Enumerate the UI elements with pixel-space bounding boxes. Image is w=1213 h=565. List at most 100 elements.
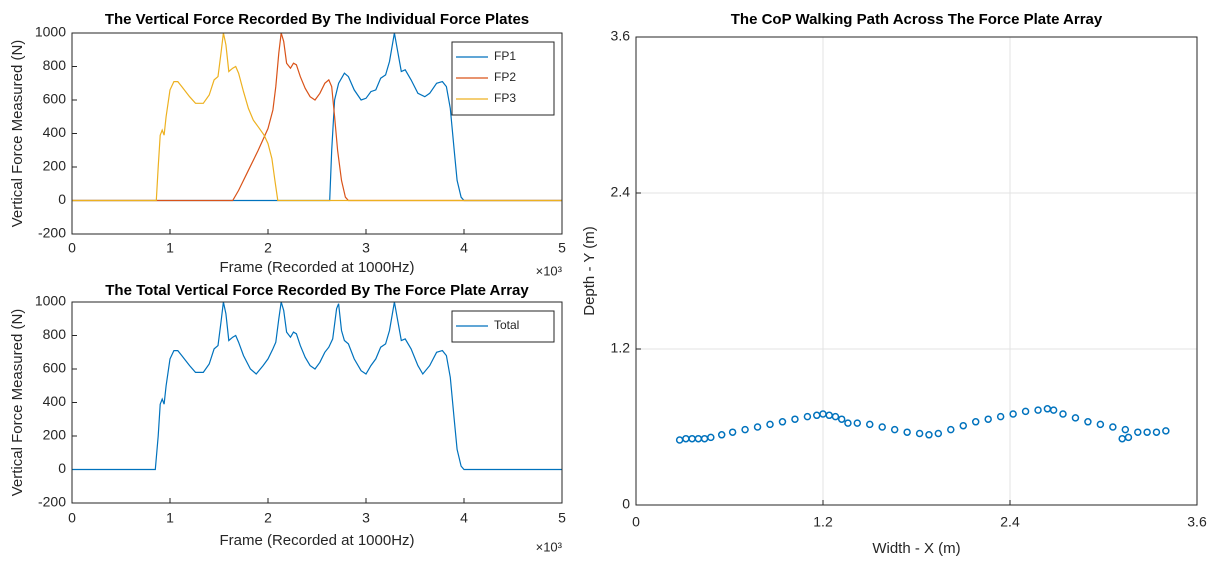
scatter-point: [1124, 433, 1133, 442]
scatter-point: [878, 423, 886, 431]
scatter-point: [1096, 420, 1105, 429]
y-tick-label: 0: [58, 191, 66, 207]
scatter-point: [791, 415, 799, 423]
scatter-point: [1009, 410, 1017, 418]
series-line: [72, 301, 562, 471]
scatter-point: [1071, 414, 1080, 422]
scatter-point: [728, 428, 737, 436]
scatter-point: [971, 418, 980, 426]
x-multiplier: ×10³: [536, 263, 563, 278]
scatter-point: [866, 420, 874, 429]
scatter-point: [890, 425, 899, 434]
x-tick-label: 5: [558, 240, 566, 256]
scatter-point: [1034, 406, 1042, 414]
y-tick-label: 200: [43, 158, 67, 174]
y-axis-label: Depth - Y (m): [581, 226, 598, 315]
y-tick-label: 200: [43, 427, 67, 443]
axes-box: [71, 32, 563, 235]
scatter-point: [753, 423, 762, 431]
x-tick-label: 0: [68, 510, 76, 526]
x-axis-label: Width - X (m): [872, 540, 960, 557]
y-tick-label: 1000: [35, 24, 66, 40]
x-tick-label: 1.2: [813, 514, 833, 530]
scatter-point: [1084, 418, 1092, 426]
x-tick-label: 5: [558, 510, 566, 526]
scatter-point: [1134, 428, 1142, 436]
scatter-point: [1109, 423, 1117, 431]
y-tick-label: 1000: [35, 293, 66, 309]
y-tick-label: 2.4: [611, 184, 631, 200]
y-tick-label: 800: [43, 57, 67, 73]
y-tick-label: 3.6: [611, 28, 631, 44]
axes-box: [71, 301, 563, 504]
chart-title: The Vertical Force Recorded By The Indiv…: [105, 11, 529, 28]
scatter-point: [925, 431, 933, 439]
y-tick-label: 800: [43, 326, 67, 342]
scatter-point: [707, 433, 715, 442]
scatter-point: [996, 412, 1005, 421]
series-line: [72, 32, 562, 202]
x-tick-label: 4: [460, 240, 468, 256]
scatter-point: [717, 431, 726, 439]
scatter-point: [947, 425, 955, 434]
x-tick-label: 2: [264, 510, 272, 526]
scatter-point: [741, 425, 749, 434]
scatter-point: [778, 418, 787, 426]
y-tick-label: 600: [43, 360, 67, 376]
scatter-point: [803, 412, 812, 421]
scatter-point: [915, 429, 924, 438]
scatter-point: [1162, 427, 1170, 435]
scatter-point: [1121, 425, 1130, 434]
legend-label: FP3: [494, 91, 516, 105]
x-tick-label: 1: [166, 240, 174, 256]
axes-box: [635, 36, 1198, 506]
scatter-point: [1059, 410, 1067, 418]
scatter-point: [984, 415, 992, 423]
x-tick-label: 3: [362, 510, 370, 526]
legend-label: FP2: [494, 70, 516, 84]
y-axis-label: Vertical Force Measured (N): [9, 309, 26, 497]
y-tick-label: 0: [622, 496, 630, 512]
subplot: 0 1.2 2.4 3.6 0 1.2 2.4 3.6 The CoP Walking Path…: [581, 11, 1207, 557]
scatter-point: [766, 420, 774, 429]
x-tick-label: 4: [460, 510, 468, 526]
x-tick-label: 1: [166, 510, 174, 526]
x-tick-label: 3.6: [1187, 514, 1207, 530]
scatter-point: [1152, 428, 1161, 436]
y-tick-label: 400: [43, 393, 67, 409]
x-tick-label: 0: [632, 514, 640, 530]
x-axis-label: Frame (Recorded at 1000Hz): [219, 532, 414, 549]
scatter-point: [831, 412, 840, 421]
scatter-point: [853, 419, 862, 427]
scatter-point: [934, 429, 943, 438]
x-tick-label: 2.4: [1000, 514, 1020, 530]
legend-label: FP1: [494, 49, 516, 63]
scatter-point: [1143, 428, 1151, 436]
x-axis-label: Frame (Recorded at 1000Hz): [219, 259, 414, 276]
y-axis-label: Vertical Force Measured (N): [9, 40, 26, 228]
chart-title: The Total Vertical Force Recorded By The…: [105, 282, 529, 299]
series-line: [72, 32, 562, 202]
x-multiplier: ×10³: [536, 539, 563, 554]
plot-area: [636, 37, 1197, 505]
chart-title: The CoP Walking Path Across The Force Pl…: [731, 11, 1103, 28]
x-tick-label: 3: [362, 240, 370, 256]
y-tick-label: 400: [43, 124, 67, 140]
scatter-point: [1049, 406, 1058, 414]
y-tick-label: 1.2: [611, 340, 631, 356]
scatter-point: [837, 415, 846, 423]
x-tick-label: 2: [264, 240, 272, 256]
y-tick-label: 600: [43, 91, 67, 107]
scatter-point: [903, 428, 911, 436]
scatter-point: [844, 419, 852, 427]
x-tick-label: 0: [68, 240, 76, 256]
legend-label: Total: [494, 318, 519, 332]
scatter-point: [1021, 407, 1030, 416]
y-tick-label: -200: [38, 225, 66, 241]
y-tick-label: 0: [58, 460, 66, 476]
y-tick-label: -200: [38, 494, 66, 510]
scatter-point: [959, 421, 967, 430]
